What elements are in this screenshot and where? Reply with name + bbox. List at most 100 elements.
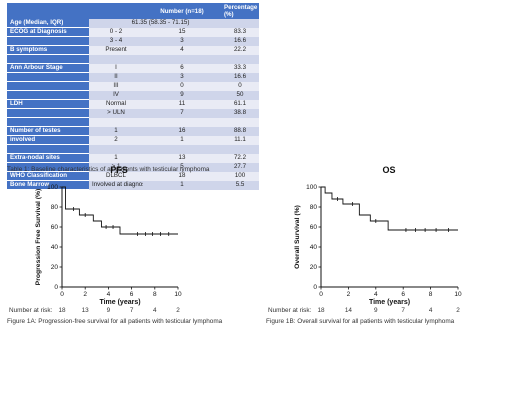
row-number: 0 (143, 81, 221, 91)
y-tick-label: 20 (310, 264, 318, 271)
pfs-risk-label: Number at risk: (9, 307, 53, 314)
row-subgroup: DLBCL (89, 171, 143, 181)
risk-count: 2 (456, 307, 460, 314)
row-number: 1 (143, 180, 221, 190)
risk-count: 18 (58, 307, 66, 314)
risk-count: 7 (401, 307, 405, 314)
figure-1b-caption: Figure 1B: Overall survival for all pati… (266, 318, 455, 325)
row-label: LDH (7, 99, 89, 109)
row-label: Age (Median, IQR) (7, 19, 89, 28)
row-number: 16 (143, 126, 221, 136)
row-subgroup: I (89, 63, 143, 73)
row-percentage: 72.2 (221, 153, 259, 163)
row-percentage: 22.2 (221, 45, 259, 55)
row-label (7, 162, 89, 172)
row-number: 9 (143, 90, 221, 100)
row-subgroup: 0 - 2 (89, 27, 143, 37)
row-number: 18 (143, 171, 221, 181)
row-label (7, 36, 89, 46)
x-tick-label: 6 (130, 291, 134, 298)
y-tick-label: 100 (306, 184, 317, 191)
row-subgroup (89, 144, 143, 154)
y-tick-label: 80 (51, 204, 59, 211)
table-row: > 1 5 27.7 (7, 162, 259, 172)
y-tick-label: 60 (51, 224, 59, 231)
row-percentage: 5.5 (221, 180, 259, 190)
row-label (7, 108, 89, 118)
table-row: WHO Classification DLBCL 18 100 (7, 171, 259, 181)
table-row: Extra-nodal sites 1 13 72.2 (7, 153, 259, 163)
x-axis-label: Time (years) (99, 299, 140, 306)
table-row (7, 144, 259, 154)
row-subgroup: III (89, 81, 143, 91)
table-row: Number of testes 1 16 88.8 (7, 126, 259, 136)
row-percentage (221, 144, 259, 154)
row-subgroup: IV (89, 90, 143, 100)
row-subgroup: 1 (89, 126, 143, 136)
row-subgroup (89, 54, 143, 64)
row-label: B symptoms (7, 45, 89, 55)
risk-count: 18 (317, 307, 325, 314)
survival-curve (321, 186, 458, 231)
row-subgroup: 3 - 4 (89, 36, 143, 46)
row-subgroup: Normal (89, 99, 143, 109)
row-percentage: 61.1 (221, 99, 259, 109)
y-tick-label: 80 (310, 204, 318, 211)
row-label: Bone Marrow (7, 180, 89, 190)
row-number (143, 54, 221, 64)
row-percentage: 11.1 (221, 135, 259, 145)
row-number: 7 (143, 108, 221, 118)
row-percentage: 88.8 (221, 126, 259, 136)
x-tick-label: 4 (374, 291, 378, 298)
y-tick-label: 100 (47, 184, 58, 191)
row-label: Extra-nodal sites (7, 153, 89, 163)
y-tick-label: 40 (51, 244, 59, 251)
y-tick-label: 0 (54, 284, 58, 291)
row-label: WHO Classification (7, 171, 89, 181)
row-number: 4 (143, 45, 221, 55)
row-number (143, 117, 221, 127)
x-tick-label: 4 (107, 291, 111, 298)
row-percentage: 0 (221, 81, 259, 91)
risk-count: 4 (153, 307, 157, 314)
row-subgroup: > ULN (89, 108, 143, 118)
row-percentage: 16.6 (221, 36, 259, 46)
y-axis-label: Progression Free Survival (%) (35, 189, 42, 286)
table-row (7, 117, 259, 127)
table-row: Ann Arbour Stage I 6 33.3 (7, 63, 259, 73)
x-axis-label: Time (years) (369, 299, 410, 306)
x-tick-label: 2 (347, 291, 351, 298)
row-label (7, 72, 89, 82)
risk-count: 14 (344, 307, 352, 314)
table-row: involved 2 1 11.1 (7, 135, 259, 145)
os-risk-label: Number at risk: (268, 307, 312, 314)
risk-count: 4 (428, 307, 433, 314)
table-row: > ULN 7 38.8 (7, 108, 259, 118)
row-number: 3 (143, 36, 221, 46)
row-subgroup (89, 117, 143, 127)
row-percentage: 33.3 (221, 63, 259, 73)
header-cell (89, 3, 143, 19)
y-tick-label: 40 (310, 244, 318, 251)
x-tick-label: 10 (174, 291, 182, 298)
row-percentage (221, 54, 259, 64)
row-label (7, 117, 89, 127)
row-percentage: 100 (221, 171, 259, 181)
chart-title: OS (382, 165, 395, 175)
row-percentage: 27.7 (221, 162, 259, 172)
row-subgroup: > 1 (89, 162, 143, 172)
header-cell (7, 3, 89, 19)
y-tick-label: 60 (310, 224, 318, 231)
row-number: 11 (143, 99, 221, 109)
x-tick-label: 0 (60, 291, 64, 298)
row-label: ECOG at Diagnosis (7, 27, 89, 37)
row-subgroup: 1 (89, 153, 143, 163)
table-row: LDH Normal 11 61.1 (7, 99, 259, 109)
row-subgroup: Involved at diagnosis (89, 180, 143, 190)
table-row: Age (Median, IQR) 61.35 (58.35 - 71.15) (7, 19, 259, 28)
x-tick-label: 8 (153, 291, 157, 298)
table-row: IV 9 50 (7, 90, 259, 100)
figure-1a-caption: Figure 1A: Progression-free survival for… (7, 318, 223, 325)
